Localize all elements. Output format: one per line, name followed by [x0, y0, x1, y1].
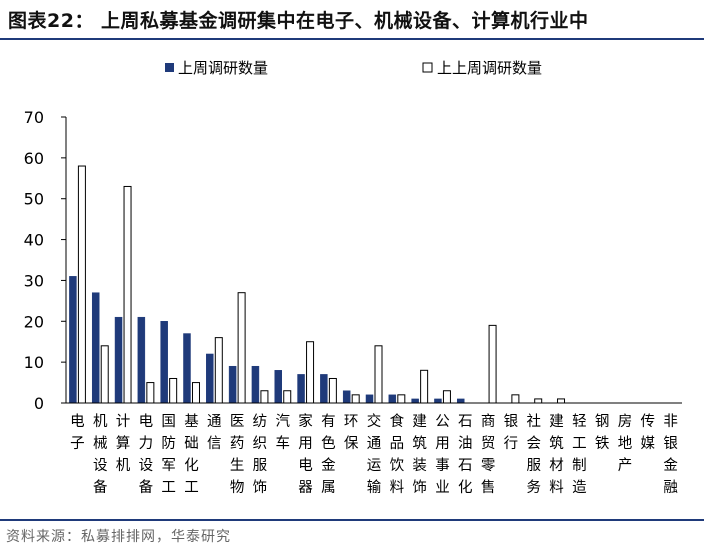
bar-last-week	[137, 316, 146, 404]
legend-label-last-week: 上周调研数量	[178, 59, 268, 77]
bar-prev-week	[169, 377, 178, 404]
bar-prev-week	[214, 337, 223, 404]
bar-prev-week	[488, 324, 497, 404]
footer-rule	[0, 519, 704, 521]
x-tick-label: 建筑装饰	[412, 413, 427, 496]
bar-prev-week	[283, 390, 292, 404]
bar-last-week	[320, 374, 328, 404]
legend-label-prev-week: 上上周调研数量	[437, 59, 542, 77]
bar-prev-week	[146, 382, 155, 404]
y-tick-label: 10	[24, 353, 44, 372]
bar-prev-week	[77, 165, 86, 404]
bar-last-week	[457, 398, 465, 404]
y-tick-label: 60	[24, 149, 44, 168]
bar-last-week	[388, 394, 397, 404]
bar-prev-week	[534, 398, 543, 404]
x-tick-label: 交通运输	[367, 412, 382, 496]
x-tick-label: 机械设备	[93, 413, 108, 496]
bar-prev-week	[100, 345, 109, 404]
header-rule	[0, 38, 704, 40]
bar-prev-week	[191, 382, 200, 404]
x-tick-label: 国防军工	[161, 414, 176, 496]
y-axis: 0 10 20 30 40 50 60 70	[24, 108, 67, 413]
bar-last-week	[69, 276, 77, 404]
y-tick-label: 70	[24, 108, 44, 127]
x-tick-label: 食品饮料	[390, 413, 405, 496]
bar-prev-week	[442, 390, 451, 404]
bar-last-week	[251, 365, 260, 404]
bar-last-week	[183, 333, 191, 404]
x-tick-label: 房地产	[618, 413, 633, 474]
x-tick-label: 传媒	[641, 413, 656, 452]
x-tick-label: 纺织服饰	[253, 413, 268, 496]
bar-last-week	[206, 353, 214, 404]
bar-prev-week	[123, 185, 132, 404]
bar-last-week	[297, 374, 305, 404]
bar-last-week	[342, 390, 351, 404]
y-tick-label: 0	[34, 394, 44, 413]
x-tick-label: 计算机	[116, 413, 131, 474]
legend: 上周调研数量 上上周调研数量	[165, 59, 542, 77]
x-tick-label: 汽车	[275, 413, 290, 452]
x-tick-label: 家用电器	[298, 413, 313, 496]
x-tick-label: 商贸零售	[481, 413, 496, 496]
header: 图表22： 上周私募基金调研集中在电子、机械设备、计算机行业中	[0, 0, 720, 42]
x-tick-label: 环保	[344, 414, 359, 452]
bar-prev-week	[557, 398, 566, 404]
x-tick-label: 社会服务	[526, 413, 541, 496]
chart-title: 图表22： 上周私募基金调研集中在电子、机械设备、计算机行业中	[8, 10, 589, 32]
bar-prev-week	[328, 377, 337, 404]
bar-prev-week	[397, 394, 406, 404]
x-tick-label: 非银金融	[663, 413, 678, 496]
x-tick-label: 建筑材料	[549, 413, 564, 496]
x-tick-label: 银行	[504, 413, 519, 452]
x-tick-label: 轻工制造	[572, 413, 587, 496]
x-tick-label: 有色金属	[321, 413, 336, 496]
bar-last-week	[228, 365, 237, 404]
bar-prev-week	[260, 390, 269, 404]
bar-prev-week	[511, 394, 520, 404]
bar-last-week	[411, 398, 419, 404]
y-tick-label: 50	[24, 190, 44, 209]
bar-prev-week	[237, 292, 246, 404]
y-tick-label: 30	[24, 271, 44, 290]
x-tick-label: 电力设备	[139, 413, 154, 496]
bars	[69, 165, 566, 404]
bar-last-week	[274, 370, 282, 404]
bar-last-week	[91, 292, 100, 404]
y-tick-label: 40	[24, 231, 44, 250]
bar-prev-week	[420, 369, 429, 404]
y-tick-label: 20	[24, 312, 44, 331]
bar-chart: 上周调研数量 上上周调研数量 0 10 20 30 40 50 60 70 电子机械设备计算机电…	[24, 59, 682, 496]
x-tick-label: 基础化工	[184, 413, 199, 496]
bar-last-week	[114, 316, 123, 404]
x-tick-label: 公用事业	[435, 414, 450, 496]
bar-prev-week	[374, 345, 383, 404]
source-note: 资料来源：私募排排网，华泰研究	[6, 529, 231, 545]
x-axis: 电子机械设备计算机电力设备国防军工基础化工通信医药生物纺织服饰汽车家用电器有色金…	[66, 402, 682, 496]
bar-prev-week	[306, 341, 315, 404]
x-tick-label: 电子	[70, 413, 85, 452]
legend-swatch-last-week	[165, 63, 174, 72]
x-tick-label: 通信	[207, 413, 222, 452]
bar-last-week	[434, 398, 442, 404]
bar-last-week	[365, 394, 374, 404]
x-tick-label: 钢铁	[595, 413, 610, 452]
x-tick-label: 医药生物	[230, 414, 245, 496]
bar-prev-week	[351, 394, 360, 404]
bar-last-week	[160, 321, 168, 404]
legend-swatch-prev-week	[422, 62, 433, 73]
x-tick-label: 石油石化	[458, 414, 473, 496]
